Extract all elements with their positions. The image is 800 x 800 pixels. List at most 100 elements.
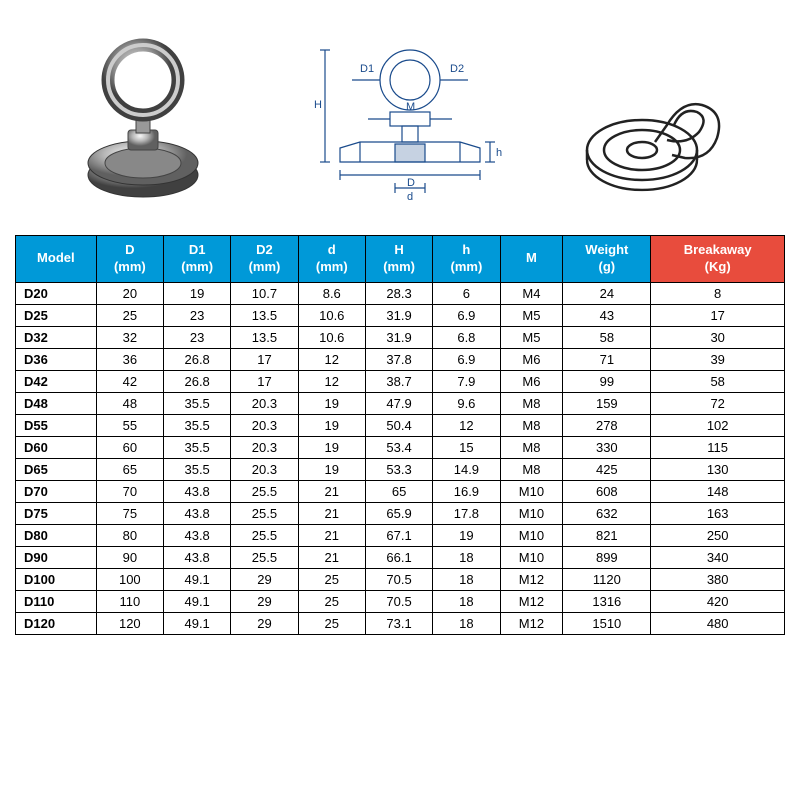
table-cell: 330 [563, 436, 651, 458]
table-cell: M10 [500, 546, 563, 568]
table-cell: 43.8 [163, 480, 230, 502]
table-cell: 58 [651, 370, 785, 392]
table-cell: M10 [500, 480, 563, 502]
table-cell: 32 [96, 326, 163, 348]
table-body: D20201910.78.628.36M4248D25252313.510.63… [16, 282, 785, 634]
column-header: D(mm) [96, 236, 163, 283]
table-cell: 19 [298, 392, 365, 414]
table-cell: 49.1 [163, 612, 230, 634]
table-row: D656535.520.31953.314.9M8425130 [16, 458, 785, 480]
table-cell: 23 [163, 326, 230, 348]
table-cell: 25 [298, 590, 365, 612]
table-cell: 1510 [563, 612, 651, 634]
table-cell: 75 [96, 502, 163, 524]
table-cell: 1120 [563, 568, 651, 590]
table-cell: 17 [231, 370, 298, 392]
table-cell: 35.5 [163, 414, 230, 436]
table-cell: 26.8 [163, 370, 230, 392]
table-cell: D65 [16, 458, 97, 480]
table-cell: 10.6 [298, 304, 365, 326]
table-cell: 71 [563, 348, 651, 370]
table-cell: 120 [96, 612, 163, 634]
table-cell: D90 [16, 546, 97, 568]
table-cell: 6 [433, 282, 500, 304]
table-row: D25252313.510.631.96.9M54317 [16, 304, 785, 326]
column-header: Weight(g) [563, 236, 651, 283]
table-row: D11011049.1292570.518M121316420 [16, 590, 785, 612]
table-cell: M5 [500, 304, 563, 326]
table-cell: 380 [651, 568, 785, 590]
table-cell: M4 [500, 282, 563, 304]
table-row: D363626.8171237.86.9M67139 [16, 348, 785, 370]
table-cell: 25 [96, 304, 163, 326]
table-cell: 67.1 [365, 524, 432, 546]
table-cell: 425 [563, 458, 651, 480]
table-cell: 43 [563, 304, 651, 326]
table-cell: 19 [433, 524, 500, 546]
table-cell: 99 [563, 370, 651, 392]
product-outline [528, 20, 785, 220]
table-cell: 39 [651, 348, 785, 370]
label-H: H [314, 99, 322, 111]
table-cell: 53.4 [365, 436, 432, 458]
table-cell: 6.9 [433, 304, 500, 326]
table-cell: 21 [298, 502, 365, 524]
table-cell: 110 [96, 590, 163, 612]
table-cell: 43.8 [163, 524, 230, 546]
table-cell: 21 [298, 546, 365, 568]
table-row: D606035.520.31953.415M8330115 [16, 436, 785, 458]
table-cell: 21 [298, 524, 365, 546]
table-cell: 25.5 [231, 480, 298, 502]
table-cell: 17 [231, 348, 298, 370]
table-cell: 12 [433, 414, 500, 436]
table-cell: 20.3 [231, 436, 298, 458]
table-cell: M8 [500, 414, 563, 436]
table-cell: 90 [96, 546, 163, 568]
product-photo [15, 20, 272, 220]
column-header: d(mm) [298, 236, 365, 283]
table-row: D12012049.1292573.118M121510480 [16, 612, 785, 634]
table-cell: 115 [651, 436, 785, 458]
table-cell: D120 [16, 612, 97, 634]
table-cell: 18 [433, 590, 500, 612]
table-cell: D20 [16, 282, 97, 304]
table-cell: 17.8 [433, 502, 500, 524]
table-cell: M6 [500, 370, 563, 392]
label-M: M [406, 101, 415, 113]
table-cell: 35.5 [163, 392, 230, 414]
table-cell: 7.9 [433, 370, 500, 392]
table-cell: 6.9 [433, 348, 500, 370]
label-D2: D2 [450, 63, 464, 75]
table-cell: 24 [563, 282, 651, 304]
table-cell: 48 [96, 392, 163, 414]
table-cell: 28.3 [365, 282, 432, 304]
table-cell: 58 [563, 326, 651, 348]
table-cell: 19 [298, 436, 365, 458]
table-cell: 12 [298, 348, 365, 370]
table-cell: 29 [231, 568, 298, 590]
table-cell: 899 [563, 546, 651, 568]
table-cell: 43.8 [163, 546, 230, 568]
table-cell: 30 [651, 326, 785, 348]
table-cell: M12 [500, 590, 563, 612]
spec-table: ModelD(mm)D1(mm)D2(mm)d(mm)H(mm)h(mm)MWe… [15, 235, 785, 635]
table-cell: 73.1 [365, 612, 432, 634]
table-cell: 18 [433, 568, 500, 590]
label-h: h [496, 147, 502, 159]
table-cell: 49.1 [163, 568, 230, 590]
table-cell: M5 [500, 326, 563, 348]
table-cell: 70.5 [365, 590, 432, 612]
table-cell: 632 [563, 502, 651, 524]
table-cell: D80 [16, 524, 97, 546]
table-cell: 66.1 [365, 546, 432, 568]
table-cell: 65 [96, 458, 163, 480]
table-cell: 49.1 [163, 590, 230, 612]
table-cell: M10 [500, 502, 563, 524]
table-cell: M8 [500, 458, 563, 480]
table-cell: 102 [651, 414, 785, 436]
table-cell: 821 [563, 524, 651, 546]
table-cell: 80 [96, 524, 163, 546]
table-cell: 55 [96, 414, 163, 436]
table-cell: 18 [433, 612, 500, 634]
table-cell: 25.5 [231, 524, 298, 546]
